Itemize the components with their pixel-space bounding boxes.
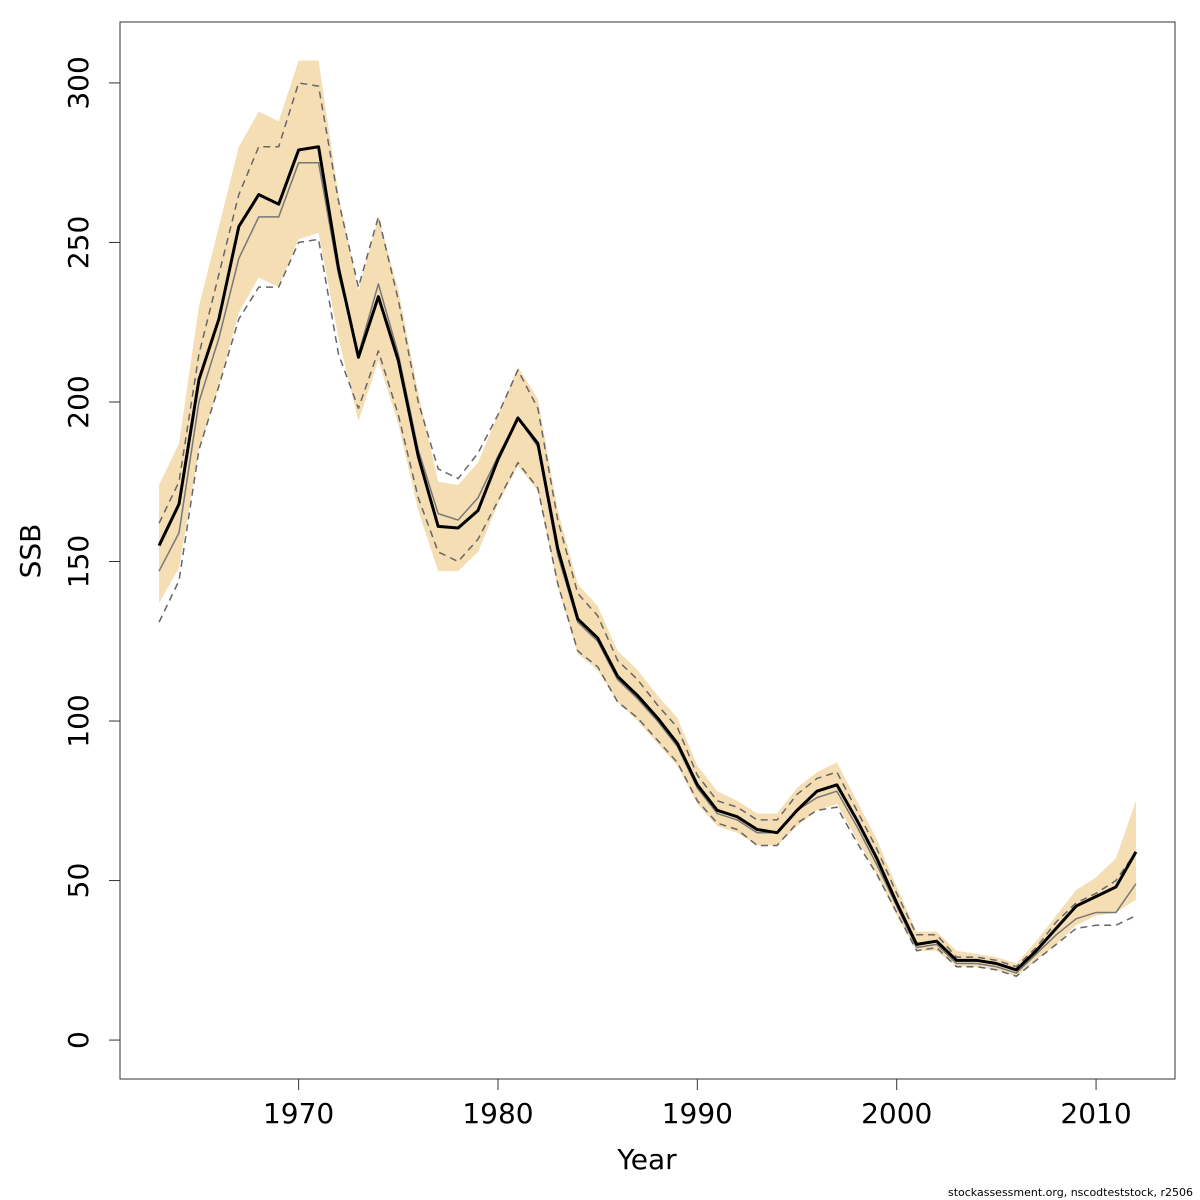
- y-tick-label: 50: [62, 863, 95, 899]
- x-tick-label: 1990: [662, 1097, 733, 1130]
- x-tick-label: 2010: [1060, 1097, 1131, 1130]
- y-tick-label: 100: [62, 694, 95, 747]
- y-tick-label: 0: [62, 1031, 95, 1049]
- x-tick-label: 1980: [462, 1097, 533, 1130]
- footnote: stockassessment.org, nscodteststock, r25…: [948, 1186, 1193, 1199]
- y-tick-label: 300: [62, 56, 95, 109]
- y-tick-label: 250: [62, 216, 95, 269]
- series-line: [158, 161, 1137, 974]
- y-tick-label: 200: [62, 375, 95, 428]
- y-axis-title: SSB: [14, 524, 47, 579]
- x-tick-label: 1970: [263, 1097, 334, 1130]
- x-axis-title: Year: [616, 1143, 677, 1176]
- confidence-band: [159, 60, 1136, 977]
- x-tick-label: 2000: [861, 1097, 932, 1130]
- series-line: [158, 238, 1137, 978]
- series-line: [158, 82, 1137, 968]
- plot-frame: [119, 21, 1176, 1080]
- y-tick-label: 150: [62, 535, 95, 588]
- series-line: [157, 145, 1138, 972]
